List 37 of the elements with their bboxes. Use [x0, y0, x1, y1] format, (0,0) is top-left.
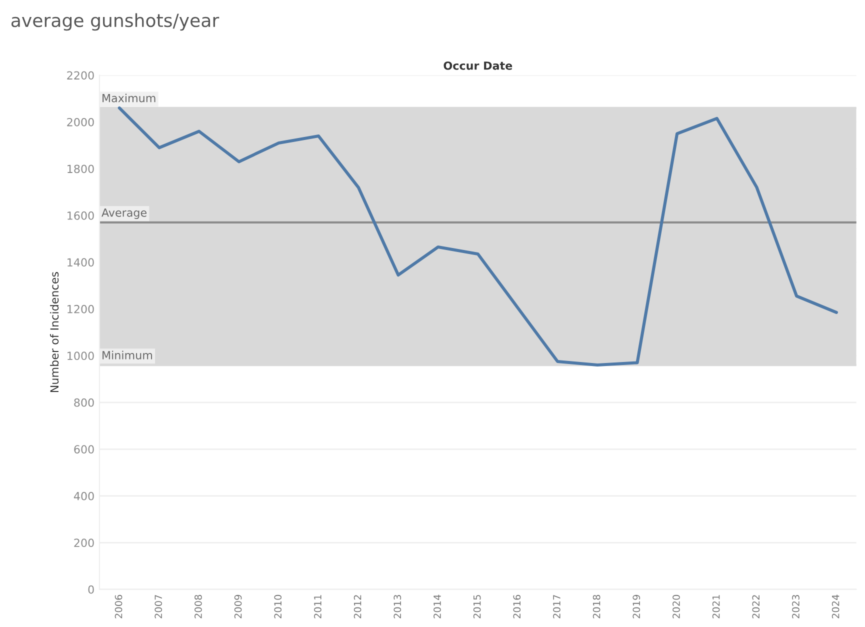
- x-tick-label: 2022: [752, 595, 760, 618]
- x-tick-label: 2010: [274, 594, 282, 618]
- x-tick-label: 2020: [672, 594, 680, 618]
- x-tick-label: 2023: [792, 595, 800, 618]
- x-tick-label: 2007: [154, 595, 162, 618]
- y-tick-label: 1600: [68, 211, 94, 220]
- y-tick-label: 600: [74, 445, 94, 454]
- x-tick-label: 2024: [832, 594, 840, 618]
- ref-line-label: Minimum: [102, 350, 152, 360]
- ref-line-label: Average: [102, 208, 146, 219]
- x-tick-label: 2013: [394, 595, 402, 618]
- x-tick-label: 2009: [234, 594, 242, 618]
- y-tick-label: 2200: [67, 71, 94, 80]
- x-tick-label: 2006: [114, 594, 122, 618]
- x-tick-label: 2018: [592, 594, 600, 618]
- y-tick-label: 1800: [68, 164, 94, 174]
- x-tick-label: 2014: [434, 594, 441, 618]
- y-tick-label: 400: [74, 492, 94, 500]
- y-tick-label: 0: [88, 585, 94, 594]
- x-tick-label: 2019: [632, 594, 640, 618]
- y-tick-label: 1400: [68, 258, 94, 267]
- x-tick-label: 2008: [194, 594, 202, 618]
- x-tick-label: 2012: [354, 595, 362, 618]
- chart-title: average gunshots/year: [11, 13, 220, 31]
- x-axis-title: Occur Date: [444, 61, 512, 70]
- ref-line-label: Maximum: [102, 94, 156, 102]
- y-axis-title: Number of Incidences: [50, 272, 59, 392]
- x-tick-label: 2017: [553, 595, 560, 618]
- x-tick-label: 2011: [314, 595, 322, 618]
- y-tick-label: 2000: [67, 118, 94, 126]
- x-tick-label: 2021: [712, 595, 720, 618]
- y-tick-label: 1200: [68, 304, 94, 314]
- x-tick-label: 2015: [473, 595, 481, 618]
- y-tick-label: 200: [74, 538, 94, 548]
- y-tick-label: 1000: [68, 352, 94, 360]
- x-tick-label: 2016: [513, 594, 521, 618]
- y-tick-label: 800: [74, 398, 94, 407]
